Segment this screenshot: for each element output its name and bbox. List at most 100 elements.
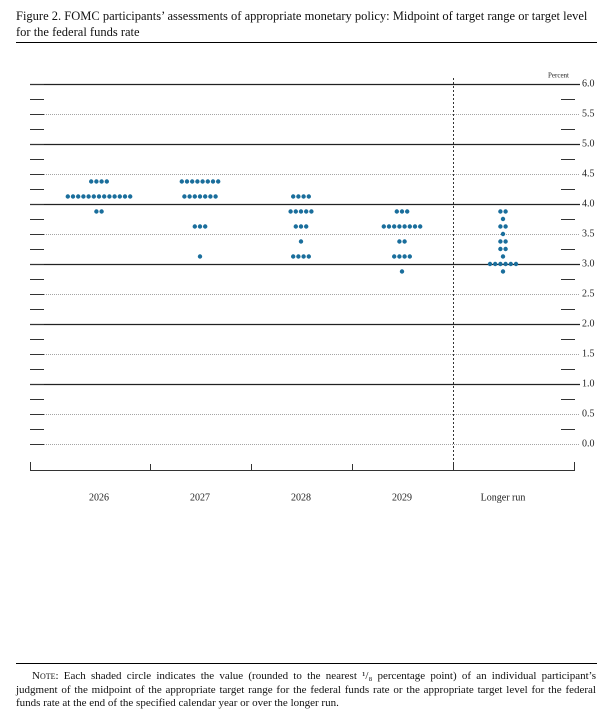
- dot: [392, 224, 397, 229]
- dot: [498, 246, 503, 252]
- dot: [86, 194, 91, 199]
- dot: [205, 179, 210, 184]
- dot: [296, 194, 301, 199]
- dot: [503, 246, 508, 252]
- y-tick-label: 0.5: [582, 408, 595, 419]
- dot: [203, 224, 208, 229]
- dot: [493, 261, 498, 267]
- dot: [508, 261, 513, 267]
- dot: [503, 209, 508, 214]
- dot: [187, 194, 192, 199]
- dot: [65, 194, 71, 199]
- dot: [402, 254, 407, 259]
- note: Note: Each shaded circle indicates the v…: [16, 670, 596, 711]
- y-tick-label: 4.0: [582, 198, 595, 209]
- dot: [498, 239, 503, 244]
- dot: [94, 179, 99, 184]
- dot: [184, 179, 190, 184]
- dot: [291, 254, 296, 259]
- dot: [107, 194, 112, 199]
- dot: [386, 224, 392, 229]
- x-tick-label: 2029: [392, 492, 412, 503]
- dot: [128, 194, 133, 199]
- y-tick-label: 6.0: [582, 78, 595, 89]
- dot: [89, 179, 94, 184]
- dot: [200, 179, 205, 184]
- dot: [213, 194, 218, 199]
- dot: [112, 194, 117, 199]
- dot: [197, 224, 203, 229]
- dot: [216, 179, 221, 184]
- dot: [122, 194, 128, 199]
- dot: [487, 261, 493, 267]
- dot: [399, 209, 405, 214]
- y-tick-label: 4.5: [582, 168, 595, 179]
- dot: [407, 224, 412, 229]
- dot: [288, 209, 293, 214]
- dot: [500, 216, 506, 222]
- dot: [102, 194, 107, 199]
- y-tick-label: 2.0: [582, 318, 595, 329]
- dot: [498, 261, 503, 267]
- dot: [503, 239, 508, 244]
- dot: [309, 209, 314, 214]
- dot: [99, 179, 104, 184]
- x-tick-label: 2026: [89, 492, 109, 503]
- dot: [503, 224, 508, 229]
- dot: [197, 194, 203, 199]
- dot: [298, 224, 304, 229]
- dot: [381, 224, 386, 229]
- dot: [394, 209, 399, 214]
- dot: [500, 254, 506, 259]
- dot: [298, 239, 304, 244]
- dot: [397, 224, 402, 229]
- dot: [405, 209, 410, 214]
- dot: [91, 194, 97, 199]
- chart-title: Figure 2. FOMC participants’ assessments…: [16, 9, 588, 39]
- y-tick-label: 3.5: [582, 228, 595, 239]
- y-tick-label: 3.0: [582, 258, 595, 269]
- dot: [399, 269, 405, 274]
- dot: [392, 254, 397, 259]
- dot: [117, 194, 123, 199]
- dot: [81, 194, 86, 199]
- dot: [293, 224, 298, 229]
- dot: [513, 261, 519, 267]
- dot: [197, 254, 203, 259]
- dot: [304, 209, 309, 214]
- note-text: Each shaded circle indicates the value (…: [16, 670, 596, 709]
- x-tick-label: 2027: [190, 492, 210, 503]
- dot: [291, 194, 296, 199]
- dot: [208, 194, 213, 199]
- dot: [192, 224, 197, 229]
- dot: [76, 194, 81, 199]
- dot: [500, 269, 506, 274]
- y-tick-label: 1.0: [582, 378, 595, 389]
- dot: [418, 224, 423, 229]
- dot: [500, 231, 506, 237]
- dot: [397, 254, 402, 259]
- dot: [190, 179, 195, 184]
- dot: [70, 194, 76, 199]
- y-unit-label: Percent: [548, 72, 569, 80]
- y-tick-label: 0.0: [582, 438, 595, 449]
- dot: [304, 224, 309, 229]
- dot: [179, 179, 184, 184]
- x-tick-label: 2028: [291, 492, 311, 503]
- y-tick-label: 2.5: [582, 288, 595, 299]
- dot: [296, 254, 301, 259]
- dot: [498, 209, 503, 214]
- dot: [104, 179, 110, 184]
- dot: [96, 194, 102, 199]
- dot: [182, 194, 187, 199]
- dot: [306, 254, 311, 259]
- dot: [306, 194, 311, 199]
- dot: [402, 224, 407, 229]
- dot: [407, 254, 412, 259]
- dot: [397, 239, 402, 244]
- dot: [412, 224, 418, 229]
- y-tick-label: 1.5: [582, 348, 595, 359]
- dot: [94, 209, 99, 214]
